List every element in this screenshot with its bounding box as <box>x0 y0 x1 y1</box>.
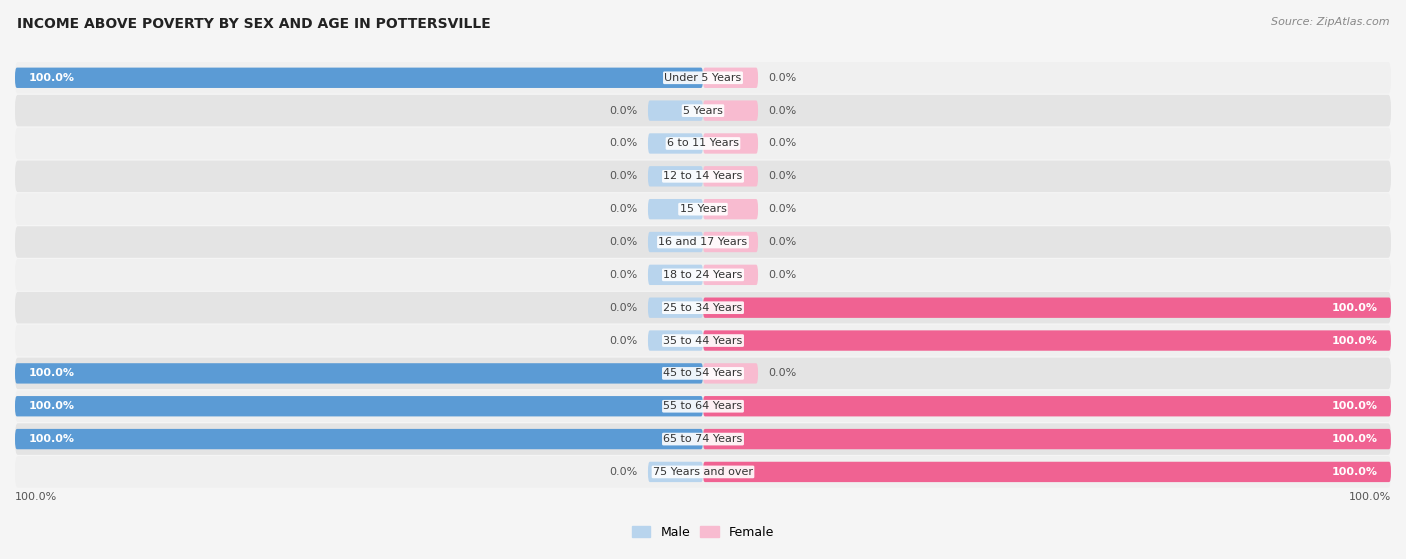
Text: 100.0%: 100.0% <box>28 73 75 83</box>
Text: 15 Years: 15 Years <box>679 204 727 214</box>
FancyBboxPatch shape <box>15 160 1391 192</box>
Text: 75 Years and over: 75 Years and over <box>652 467 754 477</box>
FancyBboxPatch shape <box>703 166 758 187</box>
Text: 0.0%: 0.0% <box>609 204 638 214</box>
Legend: Male, Female: Male, Female <box>627 521 779 544</box>
FancyBboxPatch shape <box>15 68 703 88</box>
Text: INCOME ABOVE POVERTY BY SEX AND AGE IN POTTERSVILLE: INCOME ABOVE POVERTY BY SEX AND AGE IN P… <box>17 17 491 31</box>
FancyBboxPatch shape <box>648 462 703 482</box>
Text: 0.0%: 0.0% <box>609 139 638 149</box>
Text: 0.0%: 0.0% <box>609 335 638 345</box>
FancyBboxPatch shape <box>703 68 758 88</box>
Text: 0.0%: 0.0% <box>609 467 638 477</box>
FancyBboxPatch shape <box>15 95 1391 126</box>
FancyBboxPatch shape <box>648 264 703 285</box>
Text: 100.0%: 100.0% <box>1348 492 1391 503</box>
FancyBboxPatch shape <box>703 462 1391 482</box>
FancyBboxPatch shape <box>703 133 758 154</box>
FancyBboxPatch shape <box>648 133 703 154</box>
Text: 100.0%: 100.0% <box>1331 467 1378 477</box>
Text: 100.0%: 100.0% <box>28 401 75 411</box>
Text: 100.0%: 100.0% <box>1331 335 1378 345</box>
Text: 25 to 34 Years: 25 to 34 Years <box>664 303 742 312</box>
Text: 0.0%: 0.0% <box>768 139 797 149</box>
FancyBboxPatch shape <box>15 429 703 449</box>
FancyBboxPatch shape <box>648 232 703 252</box>
FancyBboxPatch shape <box>15 292 1391 324</box>
FancyBboxPatch shape <box>15 423 1391 455</box>
FancyBboxPatch shape <box>703 429 1391 449</box>
Text: 0.0%: 0.0% <box>609 303 638 312</box>
FancyBboxPatch shape <box>703 297 1391 318</box>
Text: 18 to 24 Years: 18 to 24 Years <box>664 270 742 280</box>
FancyBboxPatch shape <box>15 127 1391 159</box>
FancyBboxPatch shape <box>15 358 1391 389</box>
FancyBboxPatch shape <box>703 330 1391 350</box>
FancyBboxPatch shape <box>15 456 1391 487</box>
Text: 100.0%: 100.0% <box>28 434 75 444</box>
FancyBboxPatch shape <box>15 396 703 416</box>
Text: 0.0%: 0.0% <box>609 171 638 181</box>
Text: 0.0%: 0.0% <box>768 73 797 83</box>
FancyBboxPatch shape <box>648 330 703 350</box>
FancyBboxPatch shape <box>703 396 1391 416</box>
Text: 55 to 64 Years: 55 to 64 Years <box>664 401 742 411</box>
FancyBboxPatch shape <box>15 325 1391 356</box>
FancyBboxPatch shape <box>703 363 758 383</box>
Text: 0.0%: 0.0% <box>768 171 797 181</box>
Text: 0.0%: 0.0% <box>768 270 797 280</box>
Text: 0.0%: 0.0% <box>609 237 638 247</box>
FancyBboxPatch shape <box>703 232 758 252</box>
Text: 100.0%: 100.0% <box>15 492 58 503</box>
Text: 6 to 11 Years: 6 to 11 Years <box>666 139 740 149</box>
FancyBboxPatch shape <box>15 391 1391 422</box>
FancyBboxPatch shape <box>703 264 758 285</box>
Text: 100.0%: 100.0% <box>1331 401 1378 411</box>
Text: 0.0%: 0.0% <box>609 106 638 116</box>
Text: Source: ZipAtlas.com: Source: ZipAtlas.com <box>1271 17 1389 27</box>
Text: 45 to 54 Years: 45 to 54 Years <box>664 368 742 378</box>
Text: 5 Years: 5 Years <box>683 106 723 116</box>
Text: 65 to 74 Years: 65 to 74 Years <box>664 434 742 444</box>
FancyBboxPatch shape <box>15 259 1391 291</box>
FancyBboxPatch shape <box>648 297 703 318</box>
Text: 0.0%: 0.0% <box>768 237 797 247</box>
FancyBboxPatch shape <box>15 193 1391 225</box>
Text: 12 to 14 Years: 12 to 14 Years <box>664 171 742 181</box>
Text: 0.0%: 0.0% <box>609 270 638 280</box>
FancyBboxPatch shape <box>648 101 703 121</box>
Text: Under 5 Years: Under 5 Years <box>665 73 741 83</box>
FancyBboxPatch shape <box>15 363 703 383</box>
Text: 0.0%: 0.0% <box>768 204 797 214</box>
Text: 100.0%: 100.0% <box>28 368 75 378</box>
FancyBboxPatch shape <box>648 166 703 187</box>
FancyBboxPatch shape <box>703 199 758 219</box>
FancyBboxPatch shape <box>703 101 758 121</box>
Text: 0.0%: 0.0% <box>768 368 797 378</box>
FancyBboxPatch shape <box>15 62 1391 93</box>
Text: 100.0%: 100.0% <box>1331 434 1378 444</box>
Text: 16 and 17 Years: 16 and 17 Years <box>658 237 748 247</box>
FancyBboxPatch shape <box>15 226 1391 258</box>
Text: 0.0%: 0.0% <box>768 106 797 116</box>
Text: 35 to 44 Years: 35 to 44 Years <box>664 335 742 345</box>
FancyBboxPatch shape <box>648 199 703 219</box>
Text: 100.0%: 100.0% <box>1331 303 1378 312</box>
